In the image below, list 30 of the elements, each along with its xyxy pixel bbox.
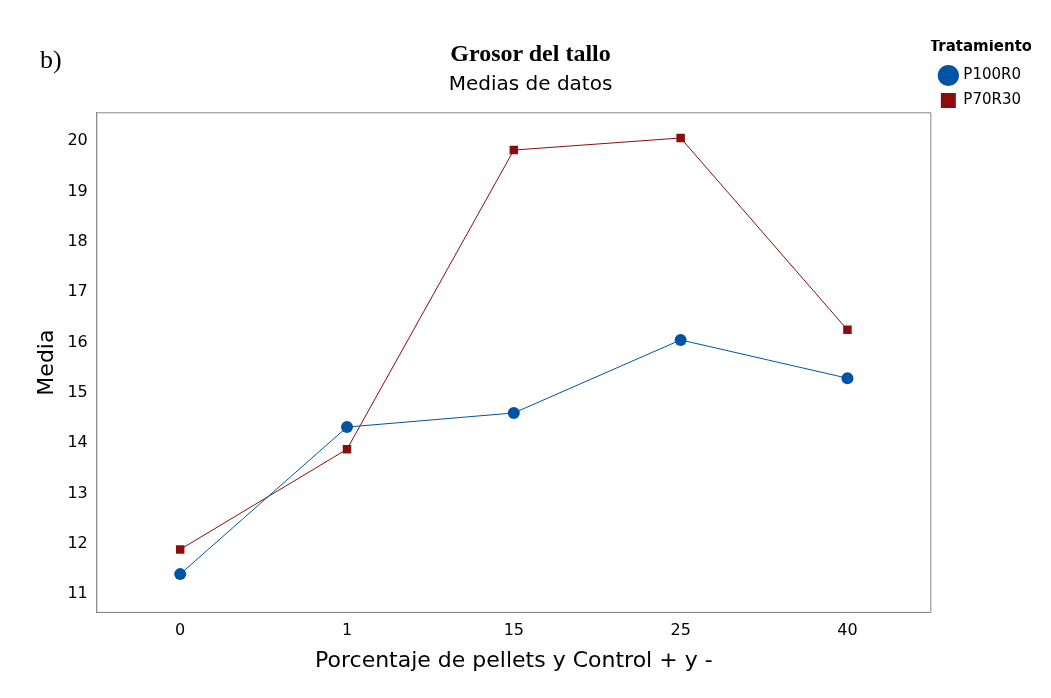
x-tick-label: 25 <box>670 620 691 640</box>
y-axis-title: Media <box>32 329 58 396</box>
y-tick-label: 16 <box>67 331 88 351</box>
point <box>674 333 687 346</box>
point <box>843 325 852 335</box>
x-tick-label: 0 <box>175 620 186 640</box>
point <box>507 406 520 419</box>
y-tick-label: 19 <box>67 180 88 200</box>
x-tick-label: 15 <box>503 620 524 640</box>
legend-label: P100R0 <box>963 65 1022 84</box>
y-tick-label: 12 <box>67 533 88 553</box>
x-axis-title: Porcentaje de pellets y Control + y - <box>315 646 713 672</box>
text: b) <box>40 44 62 74</box>
y-tick-label: 20 <box>67 130 88 150</box>
y-tick-label: 17 <box>67 281 88 301</box>
y-tick-label: 15 <box>67 381 88 401</box>
x-tick-label: 1 <box>341 620 353 640</box>
y-tick-label: 14 <box>67 432 88 452</box>
chart-subtitle: Medias de datos <box>448 71 613 95</box>
point <box>174 568 187 581</box>
y-tick-label: 13 <box>67 482 88 502</box>
y-tick-label: 18 <box>67 230 88 250</box>
y-tick-label: 11 <box>67 583 88 603</box>
point <box>841 372 854 385</box>
point <box>340 421 353 434</box>
point <box>175 545 185 554</box>
legend-label: P70R30 <box>963 90 1022 109</box>
point <box>676 133 685 143</box>
chart-title: Grosor del tallo <box>450 39 611 66</box>
x-tick-label: 40 <box>837 620 858 640</box>
